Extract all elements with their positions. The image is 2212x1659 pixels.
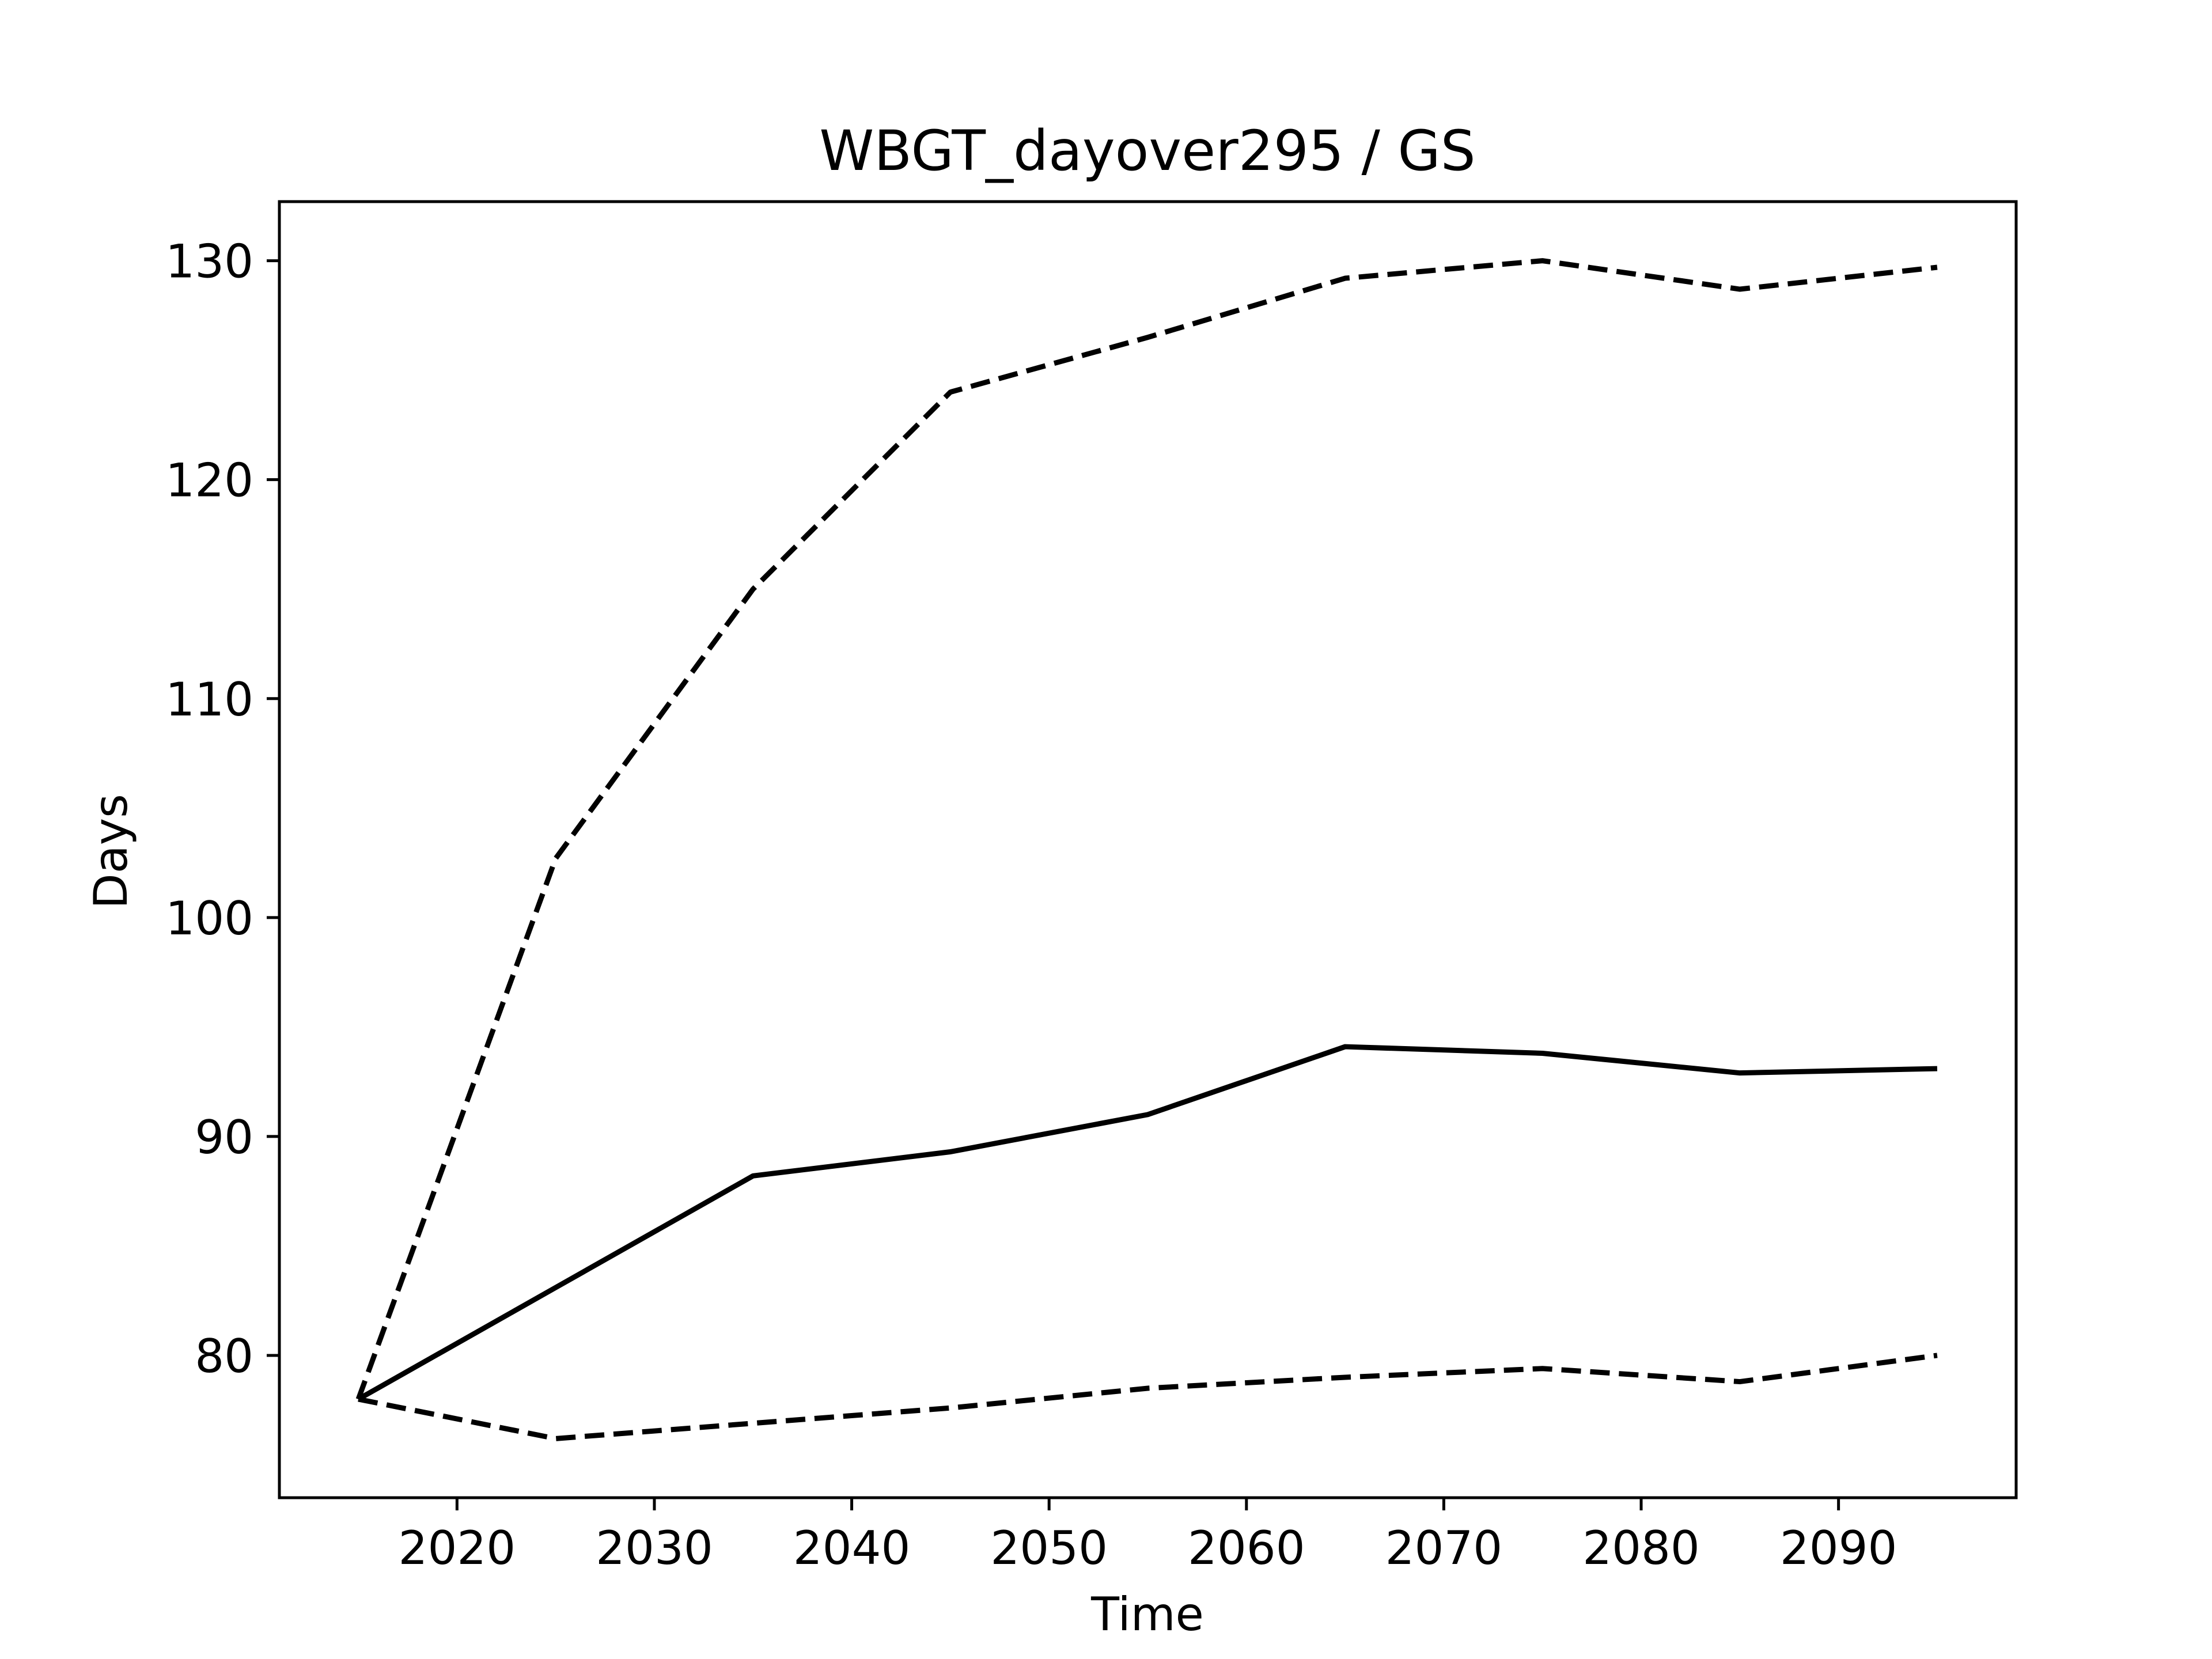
y-tick-label: 130 [165, 235, 253, 289]
series-layer [355, 258, 1938, 1441]
x-tick-label: 2030 [596, 1521, 713, 1575]
x-tick-label: 2020 [399, 1521, 516, 1575]
y-axis: 80 90 100 110 120 130 [165, 235, 279, 1383]
y-tick-label: 100 [165, 892, 253, 945]
series-line-2 [357, 1044, 1938, 1402]
x-tick-label: 2060 [1188, 1521, 1305, 1575]
x-tick-label: 2040 [793, 1521, 911, 1575]
x-tick-label: 2080 [1582, 1521, 1700, 1575]
y-tick-label: 90 [195, 1111, 253, 1164]
x-axis: 2020 2030 2040 2050 2060 2070 2080 2090 [399, 1498, 1897, 1575]
y-axis-title: Days [84, 794, 138, 909]
x-tick-label: 2070 [1385, 1521, 1503, 1575]
series-line-1 [355, 258, 1938, 1400]
y-tick-label: 110 [165, 673, 253, 726]
y-tick-label: 120 [165, 454, 253, 507]
x-tick-label: 2050 [990, 1521, 1108, 1575]
chart-title: WBGT_dayover295 / GS [819, 119, 1475, 183]
plot-frame [278, 200, 2018, 1499]
y-tick-label: 80 [195, 1330, 253, 1383]
series-line-3 [358, 1353, 1938, 1441]
x-tick-label: 2090 [1780, 1521, 1897, 1575]
x-axis-title: Time [1090, 1588, 1204, 1641]
